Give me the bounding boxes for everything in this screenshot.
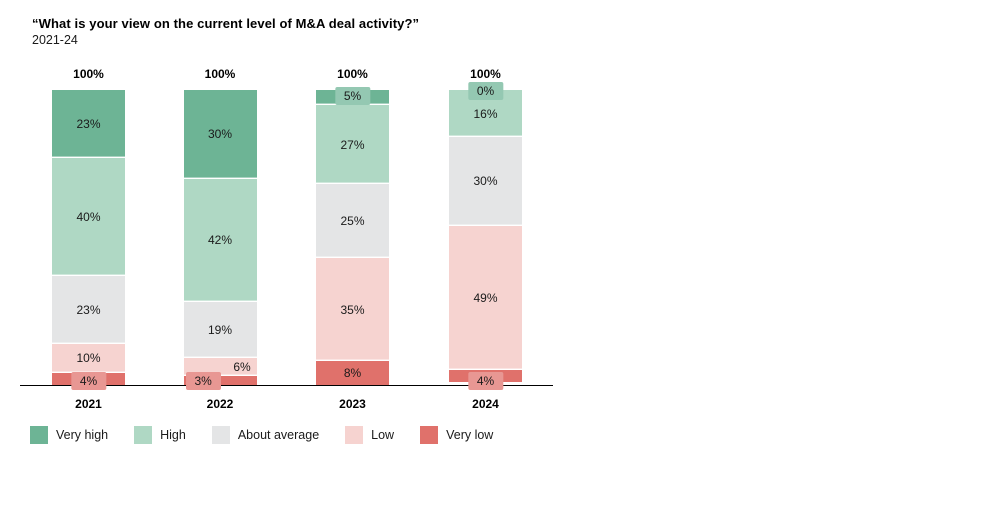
legend-label-very-low: Very low xyxy=(446,428,494,442)
legend-item-high: High xyxy=(134,426,186,444)
segment-very-high-2021 xyxy=(52,90,125,158)
chart-legend: Very high High About average Low Very low xyxy=(30,426,493,444)
value-label-about-average-2021: 23% xyxy=(76,302,101,317)
segment-about-average-2021 xyxy=(52,275,125,344)
category-label-2023: 2023 xyxy=(339,397,366,411)
value-chip-very-high-2023: 5% xyxy=(334,87,371,105)
segment-low-2024 xyxy=(449,225,522,371)
segment-about-average-2022 xyxy=(183,302,257,359)
legend-swatch-very-low xyxy=(420,426,439,444)
category-label-2021: 2021 xyxy=(75,397,102,411)
legend-label-about-average: About average xyxy=(237,428,320,442)
legend-swatch-about-average xyxy=(211,426,230,444)
value-chip-very-low-2022: 3% xyxy=(185,371,221,390)
bar-2022: 30% 42% 19% 6% 3% xyxy=(183,90,257,390)
segment-high-2023 xyxy=(316,104,389,185)
value-label-very-low-2023: 8% xyxy=(343,366,362,381)
value-chip-very-low-2024: 4% xyxy=(467,371,504,390)
total-label-2023: 100% xyxy=(337,67,368,81)
chart-subtitle: 2021-24 xyxy=(32,33,78,47)
value-label-high-2021: 40% xyxy=(76,209,101,224)
segment-low-2021 xyxy=(52,343,125,374)
value-chip-very-high-2024: 0% xyxy=(467,82,504,100)
legend-label-very-high: Very high xyxy=(56,428,109,442)
legend-item-very-high: Very high xyxy=(30,426,108,444)
segment-high-2022 xyxy=(183,178,257,303)
segment-very-low-2023 xyxy=(316,361,389,385)
segment-high-2021 xyxy=(52,157,125,276)
legend-swatch-very-high xyxy=(30,426,48,444)
bar-2021: 23% 40% 23% 10% 4% xyxy=(52,90,125,390)
value-label-high-2023: 27% xyxy=(340,137,365,152)
value-label-high-2022: 42% xyxy=(207,233,233,248)
legend-label-high: High xyxy=(160,428,186,442)
total-label-2024: 100% xyxy=(470,67,501,81)
bar-2023: 5% 27% 25% 35% 8% xyxy=(316,87,389,385)
segment-about-average-2024 xyxy=(449,137,522,226)
total-label-2021: 100% xyxy=(73,67,104,81)
value-label-about-average-2023: 25% xyxy=(340,214,365,229)
legend-item-low: Low xyxy=(345,426,394,444)
segment-low-2023 xyxy=(316,258,389,362)
x-axis-line xyxy=(20,385,553,387)
value-label-low-2021: 10% xyxy=(76,351,101,366)
value-label-high-2024: 16% xyxy=(473,106,498,121)
value-label-about-average-2022: 19% xyxy=(207,323,233,338)
category-label-2022: 2022 xyxy=(206,397,234,411)
bar-2024: 0% 16% 30% 49% 4% xyxy=(449,82,522,390)
value-label-low-2022: 6% xyxy=(233,360,251,375)
value-chip-very-low-2021: 4% xyxy=(70,371,107,390)
value-label-about-average-2024: 30% xyxy=(473,174,498,189)
legend-item-about-average: About average xyxy=(211,426,320,444)
value-label-low-2023: 35% xyxy=(340,302,365,317)
legend-label-low: Low xyxy=(371,428,395,442)
segment-very-high-2022 xyxy=(183,90,257,179)
value-label-very-high-2022: 30% xyxy=(207,127,233,142)
category-label-2024: 2024 xyxy=(472,397,499,411)
value-label-very-high-2021: 23% xyxy=(76,116,101,131)
value-label-low-2024: 49% xyxy=(473,290,498,305)
legend-swatch-low xyxy=(345,426,364,444)
legend-swatch-high xyxy=(134,426,153,444)
chart-title: “What is your view on the current level … xyxy=(32,16,420,31)
total-label-2022: 100% xyxy=(204,67,236,81)
segment-about-average-2023 xyxy=(316,184,389,259)
legend-item-very-low: Very low xyxy=(420,426,493,444)
